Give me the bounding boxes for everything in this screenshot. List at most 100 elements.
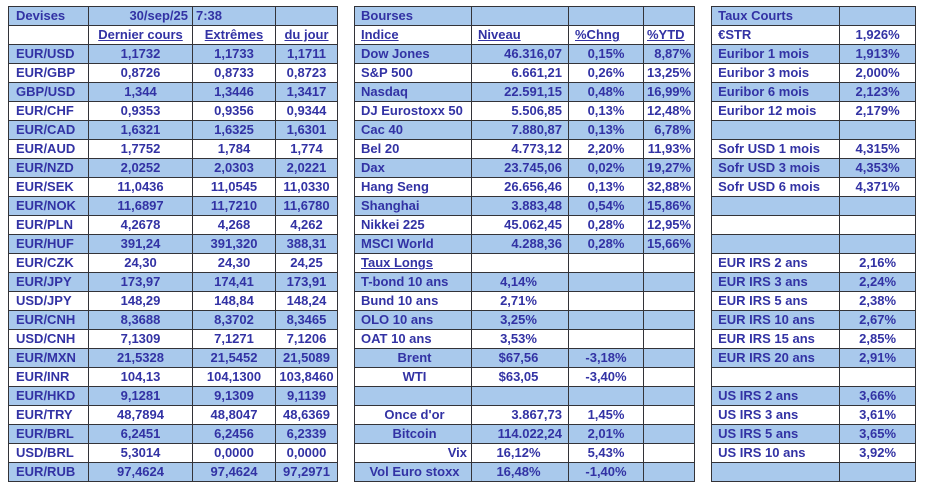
asset-value[interactable]: 16,12% xyxy=(471,443,569,463)
fx-extreme[interactable]: 48,8047 xyxy=(192,405,276,425)
fx-du-jour[interactable]: 388,31 xyxy=(275,234,338,254)
rate-value[interactable]: 2,24% xyxy=(839,272,917,292)
empty-cell[interactable] xyxy=(642,386,696,406)
index-name[interactable]: Nasdaq xyxy=(354,82,472,102)
fx-extreme[interactable]: 21,5452 xyxy=(192,348,276,368)
rate-value[interactable]: 1,913% xyxy=(839,44,917,64)
fx-du-jour[interactable]: 1,6301 xyxy=(275,120,338,140)
rate-value[interactable]: 2,67% xyxy=(839,310,917,330)
index-ytd[interactable]: 11,93% xyxy=(642,139,696,159)
bond-yield[interactable]: 4,14% xyxy=(471,272,569,292)
fx-extreme[interactable]: 1,1733 xyxy=(192,44,276,64)
fx-du-jour[interactable]: 11,6780 xyxy=(275,196,338,216)
col-header-dernier-cours[interactable]: Dernier cours xyxy=(88,25,193,45)
currency-pair[interactable]: EUR/HKD xyxy=(8,386,89,406)
index-chng[interactable]: 0,48% xyxy=(568,82,644,102)
rate-value[interactable]: 4,315% xyxy=(839,139,917,159)
rate-value[interactable]: 2,16% xyxy=(839,253,917,273)
fx-du-jour[interactable]: 11,0330 xyxy=(275,177,338,197)
rate-name[interactable]: EUR IRS 15 ans xyxy=(711,329,841,349)
index-level[interactable]: 6.661,21 xyxy=(471,63,569,83)
empty-cell[interactable] xyxy=(711,215,841,235)
fx-last[interactable]: 7,1309 xyxy=(88,329,193,349)
index-chng[interactable]: 0,28% xyxy=(568,234,644,254)
fx-extreme[interactable]: 8,3702 xyxy=(192,310,276,330)
fx-last[interactable]: 6,2451 xyxy=(88,424,193,444)
fx-du-jour[interactable]: 173,91 xyxy=(275,272,338,292)
empty-cell[interactable] xyxy=(642,329,696,349)
currency-pair[interactable]: EUR/NZD xyxy=(8,158,89,178)
rate-value[interactable]: 4,353% xyxy=(839,158,917,178)
col-header-ytd[interactable]: %YTD xyxy=(642,25,696,45)
empty-cell[interactable] xyxy=(568,291,644,311)
fx-du-jour[interactable]: 4,262 xyxy=(275,215,338,235)
index-name[interactable]: S&P 500 xyxy=(354,63,472,83)
rate-value[interactable]: 1,926% xyxy=(839,25,917,45)
taux-longs-title[interactable]: Taux Longs xyxy=(354,253,472,273)
fx-du-jour[interactable]: 97,2971 xyxy=(275,462,338,482)
empty-cell[interactable] xyxy=(642,310,696,330)
empty-cell[interactable] xyxy=(471,6,569,26)
bond-name[interactable]: T-bond 10 ans xyxy=(354,272,472,292)
currency-pair[interactable]: EUR/CZK xyxy=(8,253,89,273)
rate-name[interactable]: US IRS 10 ans xyxy=(711,443,841,463)
index-ytd[interactable]: 12,95% xyxy=(642,215,696,235)
rate-value[interactable]: 2,38% xyxy=(839,291,917,311)
index-level[interactable]: 4.773,12 xyxy=(471,139,569,159)
fx-last[interactable]: 1,6321 xyxy=(88,120,193,140)
index-level[interactable]: 26.656,46 xyxy=(471,177,569,197)
empty-cell[interactable] xyxy=(642,348,696,368)
fx-last[interactable]: 24,30 xyxy=(88,253,193,273)
currency-pair[interactable]: EUR/CAD xyxy=(8,120,89,140)
fx-last[interactable]: 48,7894 xyxy=(88,405,193,425)
empty-cell[interactable] xyxy=(642,424,696,444)
bond-yield[interactable]: 3,25% xyxy=(471,310,569,330)
fx-extreme[interactable]: 11,0545 xyxy=(192,177,276,197)
fx-du-jour[interactable]: 148,24 xyxy=(275,291,338,311)
currency-pair[interactable]: EUR/AUD xyxy=(8,139,89,159)
rate-name[interactable]: Sofr USD 6 mois xyxy=(711,177,841,197)
fx-du-jour[interactable]: 1,3417 xyxy=(275,82,338,102)
index-chng[interactable]: 0,13% xyxy=(568,120,644,140)
empty-cell[interactable] xyxy=(711,234,841,254)
fx-last[interactable]: 148,29 xyxy=(88,291,193,311)
empty-cell[interactable] xyxy=(642,462,696,482)
empty-cell[interactable] xyxy=(642,272,696,292)
fx-extreme[interactable]: 9,1309 xyxy=(192,386,276,406)
rate-name[interactable]: US IRS 3 ans xyxy=(711,405,841,425)
fx-du-jour[interactable]: 0,8723 xyxy=(275,63,338,83)
index-name[interactable]: Nikkei 225 xyxy=(354,215,472,235)
devises-title[interactable]: Devises xyxy=(8,6,89,26)
fx-last[interactable]: 1,7752 xyxy=(88,139,193,159)
bond-name[interactable]: OLO 10 ans xyxy=(354,310,472,330)
currency-pair[interactable]: EUR/NOK xyxy=(8,196,89,216)
fx-last[interactable]: 0,9353 xyxy=(88,101,193,121)
fx-last[interactable]: 11,0436 xyxy=(88,177,193,197)
empty-cell[interactable] xyxy=(568,272,644,292)
empty-cell[interactable] xyxy=(839,367,917,387)
empty-cell[interactable] xyxy=(568,253,644,273)
index-ytd[interactable]: 32,88% xyxy=(642,177,696,197)
currency-pair[interactable]: EUR/BRL xyxy=(8,424,89,444)
currency-pair[interactable]: EUR/CNH xyxy=(8,310,89,330)
empty-cell[interactable] xyxy=(275,6,338,26)
index-level[interactable]: 23.745,06 xyxy=(471,158,569,178)
fx-du-jour[interactable]: 24,25 xyxy=(275,253,338,273)
index-level[interactable]: 5.506,85 xyxy=(471,101,569,121)
currency-pair[interactable]: EUR/MXN xyxy=(8,348,89,368)
time-label[interactable]: 7:38 xyxy=(192,6,276,26)
empty-cell[interactable] xyxy=(839,120,917,140)
index-chng[interactable]: 0,13% xyxy=(568,177,644,197)
fx-last[interactable]: 391,24 xyxy=(88,234,193,254)
empty-cell[interactable] xyxy=(471,386,569,406)
index-ytd[interactable]: 8,87% xyxy=(642,44,696,64)
index-ytd[interactable]: 13,25% xyxy=(642,63,696,83)
col-header-niveau[interactable]: Niveau xyxy=(471,25,569,45)
fx-extreme[interactable]: 24,30 xyxy=(192,253,276,273)
asset-name[interactable]: Vix xyxy=(354,443,472,463)
rate-name[interactable]: Euribor 3 mois xyxy=(711,63,841,83)
fx-du-jour[interactable]: 2,0221 xyxy=(275,158,338,178)
empty-cell[interactable] xyxy=(642,253,696,273)
index-level[interactable]: 22.591,15 xyxy=(471,82,569,102)
rate-value[interactable]: 3,65% xyxy=(839,424,917,444)
